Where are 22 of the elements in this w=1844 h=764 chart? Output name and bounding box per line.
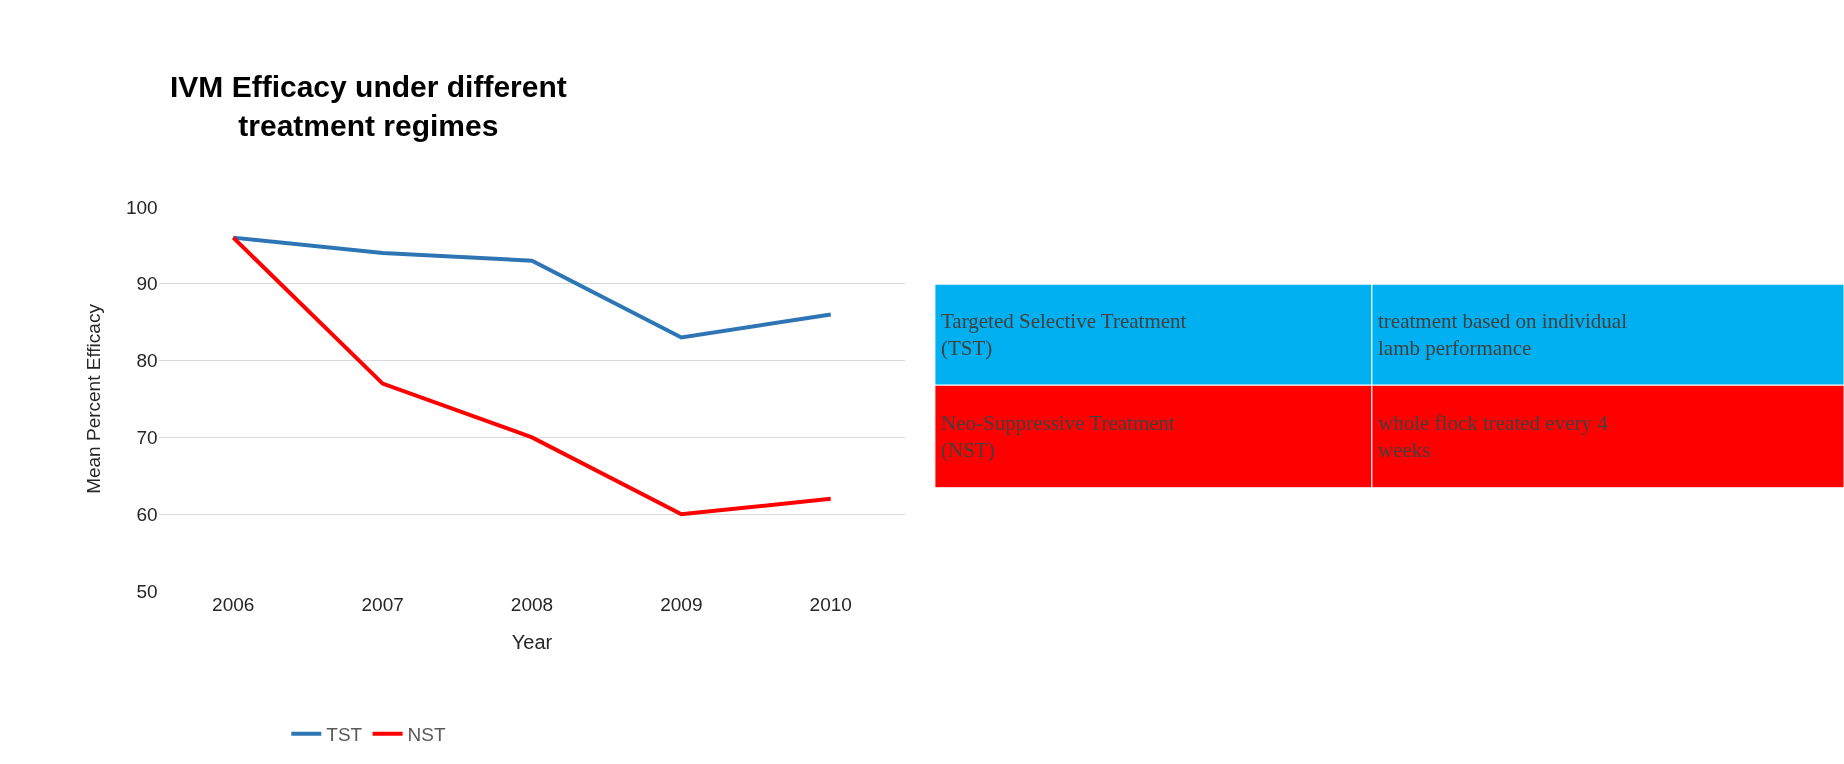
y-tick-label: 50 (136, 580, 158, 602)
y-tick-label: 70 (136, 427, 158, 449)
text: whole flock treated every 4 weeks (1378, 411, 1609, 463)
y-tick-label: 80 (136, 350, 158, 372)
legend-label: TST (326, 724, 363, 746)
y-tick-label: 90 (136, 273, 158, 295)
x-tick-label: 2009 (660, 594, 703, 616)
x-tick-label: 2007 (361, 594, 404, 616)
chart-title: IVM Efficacy under different treatment regimes (170, 70, 567, 142)
line-series (231, 235, 833, 517)
x-tick-label: 2010 (809, 594, 852, 616)
text: Targeted Selective Treatment (TST) (941, 309, 1187, 361)
text: Neo-Suppressive Treatment (NST) (941, 411, 1176, 463)
line-series (231, 235, 833, 340)
x-tick-label: 2006 (212, 594, 255, 616)
legend-label: NST (407, 724, 446, 746)
y-tick-label: 60 (136, 503, 158, 525)
x-tick-label: 2008 (510, 594, 554, 616)
y-axis-title: Mean Percent Efficacy (82, 303, 104, 494)
text: treatment based on individual lamb performance (1378, 309, 1628, 361)
x-axis-title: Year (511, 630, 553, 653)
y-tick-label: 100 (125, 196, 158, 218)
